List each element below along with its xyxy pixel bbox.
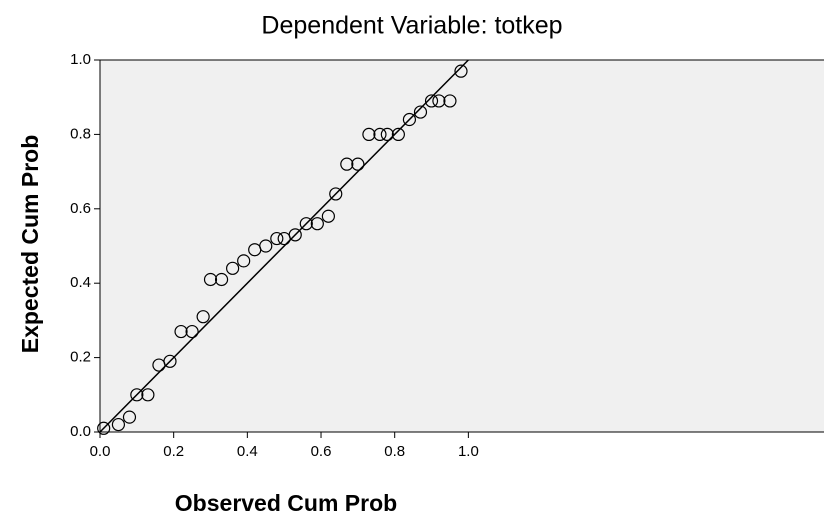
x-tick-label: 0.6 [311, 443, 332, 460]
point [203, 272, 218, 287]
point [259, 239, 273, 253]
y-tick-label: 0.2 [70, 349, 91, 366]
point [163, 354, 177, 368]
x-tick-label: 1.0 [458, 443, 479, 460]
point [185, 324, 199, 339]
point [130, 388, 144, 402]
x-axis-label: Observed Cum Prob [175, 490, 397, 516]
point [237, 254, 251, 268]
point [214, 272, 229, 287]
point [196, 310, 210, 324]
point [424, 94, 439, 108]
plot-area [99, 59, 824, 433]
point [380, 127, 394, 141]
point [141, 388, 155, 402]
point [288, 228, 302, 242]
point [351, 157, 365, 171]
point [310, 217, 324, 231]
point [226, 261, 240, 275]
point [413, 105, 428, 119]
point [402, 112, 417, 127]
chart-title: Dependent Variable: totkep [261, 12, 562, 40]
point [329, 187, 343, 201]
y-tick-label: 0.4 [70, 274, 91, 291]
x-tick-label: 0.0 [90, 443, 111, 460]
x-tick-label: 0.8 [384, 443, 405, 460]
y-tick-label: 0.0 [70, 423, 91, 440]
point [391, 127, 405, 141]
point [432, 94, 446, 108]
point [97, 421, 111, 435]
point [373, 127, 387, 141]
point [321, 209, 335, 223]
point [111, 417, 126, 432]
point [299, 217, 313, 231]
point [443, 94, 457, 108]
y-tick-label: 0.6 [70, 200, 91, 217]
y-axis-label: Expected Cum Prob [17, 135, 43, 354]
point [174, 324, 188, 339]
point [362, 127, 376, 141]
y-tick-label: 1.0 [70, 51, 91, 68]
x-tick-label: 0.4 [237, 443, 258, 460]
y-tick-label: 0.8 [70, 125, 91, 142]
point [122, 410, 137, 424]
point [270, 231, 284, 246]
x-tick-label: 0.2 [163, 443, 184, 460]
point [454, 64, 468, 78]
point [340, 157, 354, 171]
